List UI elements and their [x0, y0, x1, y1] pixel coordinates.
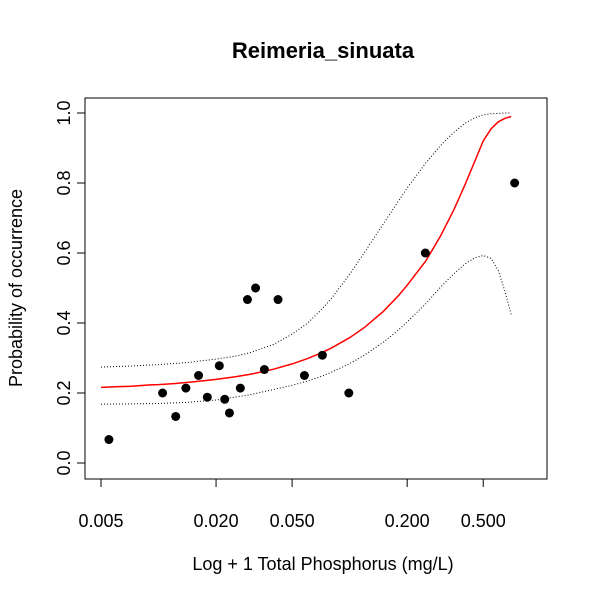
- y-axis-label: Probability of occurrence: [6, 189, 26, 387]
- data-point: [420, 248, 430, 258]
- x-tick-label: 0.050: [270, 511, 315, 531]
- plot-series: [100, 112, 520, 445]
- data-point: [235, 383, 245, 393]
- upper-confidence-band: [100, 112, 512, 368]
- data-point: [214, 361, 224, 371]
- y-tick-label: 0.0: [54, 450, 74, 475]
- y-tick-label: 0.2: [54, 380, 74, 405]
- data-point: [299, 371, 309, 380]
- x-tick-label: 0.005: [78, 511, 123, 531]
- x-tick-label: 0.200: [385, 511, 430, 531]
- y-tick-label: 0.8: [54, 170, 74, 195]
- y-axis: 0.0 0.2 0.4 0.6 0.8 1.0: [54, 100, 86, 476]
- y-tick-label: 1.0: [54, 100, 74, 125]
- data-point: [181, 383, 191, 393]
- chart-title: Reimeria_sinuata: [232, 38, 415, 63]
- data-point: [259, 365, 269, 375]
- y-tick-label: 0.6: [54, 240, 74, 265]
- x-axis-label: Log + 1 Total Phosphorus (mg/L): [192, 554, 453, 574]
- data-point: [224, 408, 234, 418]
- data-point: [202, 392, 212, 402]
- x-tick-label: 0.020: [194, 511, 239, 531]
- data-point: [220, 394, 230, 404]
- data-point: [171, 411, 181, 421]
- data-point: [104, 435, 114, 445]
- data-point: [158, 388, 168, 398]
- data-point: [273, 295, 283, 305]
- fitted-curve: [100, 115, 512, 389]
- data-point: [194, 371, 204, 380]
- x-tick-label: 0.500: [461, 511, 506, 531]
- data-point: [317, 350, 327, 360]
- data-point: [344, 388, 354, 398]
- y-tick-label: 0.4: [54, 310, 74, 335]
- data-point: [251, 283, 261, 293]
- data-point: [510, 178, 520, 188]
- lower-confidence-band: [100, 254, 512, 405]
- data-point: [242, 295, 252, 305]
- x-axis: 0.005 0.020 0.050 0.200 0.500: [78, 478, 506, 531]
